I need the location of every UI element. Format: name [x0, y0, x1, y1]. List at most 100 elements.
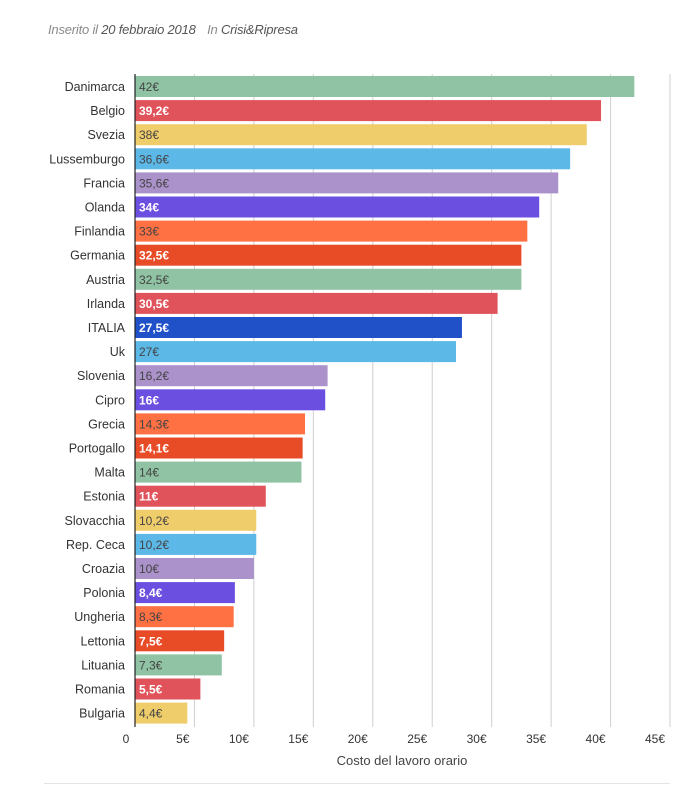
value-label: 34€ — [139, 201, 159, 215]
category-label: ITALIA — [88, 321, 126, 335]
bar — [135, 582, 235, 604]
category-prefix: In — [207, 22, 218, 37]
x-tick-label: 25€ — [407, 732, 427, 746]
category-label: Malta — [94, 466, 125, 480]
bar — [135, 268, 522, 290]
value-label: 8,3€ — [139, 610, 163, 624]
value-label: 35,6€ — [139, 176, 169, 190]
bar — [135, 172, 559, 194]
bar — [135, 485, 266, 507]
category-label: Austria — [86, 273, 125, 287]
post-date: 20 febbraio 2018 — [101, 22, 196, 37]
bar — [135, 558, 254, 579]
bar — [135, 220, 528, 242]
value-label: 32,5€ — [139, 273, 169, 287]
category-label: Lussemburgo — [49, 152, 125, 166]
bar — [135, 124, 587, 146]
category-label: Francia — [83, 176, 125, 190]
bar — [135, 702, 188, 724]
value-label: 42€ — [139, 80, 159, 94]
x-tick-label: 35€ — [526, 732, 546, 746]
category-label: Lettonia — [81, 634, 126, 648]
category-label: Grecia — [88, 417, 125, 431]
bar — [135, 654, 222, 676]
category-label: Croazia — [82, 562, 125, 576]
bar — [135, 76, 635, 97]
category-label: Olanda — [85, 201, 125, 215]
category-label: Slovenia — [77, 369, 125, 383]
bar — [135, 100, 602, 122]
category-label: Uk — [110, 345, 126, 359]
bar — [135, 678, 201, 700]
bar — [135, 365, 328, 387]
x-tick-label: 20€ — [348, 732, 368, 746]
x-tick-label: 30€ — [467, 732, 487, 746]
value-label: 38€ — [139, 128, 159, 142]
category-label: Cipro — [95, 393, 125, 407]
bar — [135, 389, 326, 411]
x-tick-label: 40€ — [586, 732, 606, 746]
bar — [135, 341, 456, 363]
bar — [135, 413, 306, 435]
value-labels: 42€ 39,2€ 38€ 36,6€ 35,6€ 34€ 33€ 32,5€ 32,5€ 30,… — [139, 80, 169, 721]
value-label: 39,2€ — [139, 104, 169, 118]
bar — [135, 606, 234, 628]
category-label: Svezia — [87, 128, 125, 142]
category-label: Germania — [70, 249, 125, 263]
value-label: 10,2€ — [139, 514, 169, 528]
category-labels: Danimarca Belgio Svezia Lussemburgo Francia O… — [49, 80, 125, 721]
value-label: 10,2€ — [139, 538, 169, 552]
x-tick-label: 0 — [123, 732, 130, 746]
value-label: 11€ — [139, 490, 159, 504]
divider — [44, 783, 670, 784]
value-label: 7,5€ — [139, 634, 163, 648]
category-label: Bulgaria — [79, 707, 125, 721]
value-label: 5,5€ — [139, 683, 163, 697]
value-label: 32,5€ — [139, 249, 169, 263]
x-tick-label: 15€ — [288, 732, 308, 746]
bar — [135, 148, 571, 170]
bar — [135, 244, 522, 266]
category-label: Irlanda — [87, 297, 125, 311]
post-category-link[interactable]: Crisi&Ripresa — [220, 22, 298, 37]
bar — [135, 317, 462, 338]
category-label: Danimarca — [65, 80, 125, 94]
bars — [135, 76, 635, 724]
category-label: Belgio — [90, 104, 125, 118]
bar — [135, 533, 257, 555]
x-tick-label: 5€ — [176, 732, 190, 746]
value-label: 14€ — [139, 466, 159, 480]
value-label: 7,3€ — [139, 658, 163, 672]
bar — [135, 292, 498, 314]
category-label: Romania — [75, 683, 125, 697]
x-axis-label: Costo del lavoro orario — [337, 753, 468, 768]
x-tick-label: 10€ — [229, 732, 249, 746]
value-label: 33€ — [139, 225, 159, 239]
x-tick-label: 45€ — [645, 732, 665, 746]
value-label: 14,3€ — [139, 417, 169, 431]
bar — [135, 509, 257, 531]
x-tick-labels: 0 5€ 10€ 15€ 20€ 25€ 30€ 35€ 40€ 45€ — [123, 732, 666, 746]
bar — [135, 461, 302, 483]
value-label: 36,6€ — [139, 152, 169, 166]
category-label: Polonia — [83, 586, 125, 600]
category-label: Lituania — [81, 658, 125, 672]
category-label: Ungheria — [74, 610, 125, 624]
bar — [135, 437, 303, 459]
value-label: 8,4€ — [139, 586, 163, 600]
category-label: Portogallo — [69, 442, 125, 456]
value-label: 4,4€ — [139, 707, 163, 721]
category-label: Finlandia — [74, 225, 125, 239]
post-meta: Inserito il 20 febbraio 2018 In Crisi&Ri… — [48, 22, 298, 37]
value-label: 16€ — [139, 393, 159, 407]
value-label: 30,5€ — [139, 297, 169, 311]
value-label: 27,5€ — [139, 321, 169, 335]
value-label: 10€ — [139, 562, 159, 576]
category-label: Rep. Ceca — [66, 538, 125, 552]
value-label: 16,2€ — [139, 369, 169, 383]
posted-label: Inserito il — [48, 22, 98, 37]
category-label: Estonia — [83, 490, 125, 504]
bar — [135, 196, 540, 218]
value-label: 27€ — [139, 345, 159, 359]
